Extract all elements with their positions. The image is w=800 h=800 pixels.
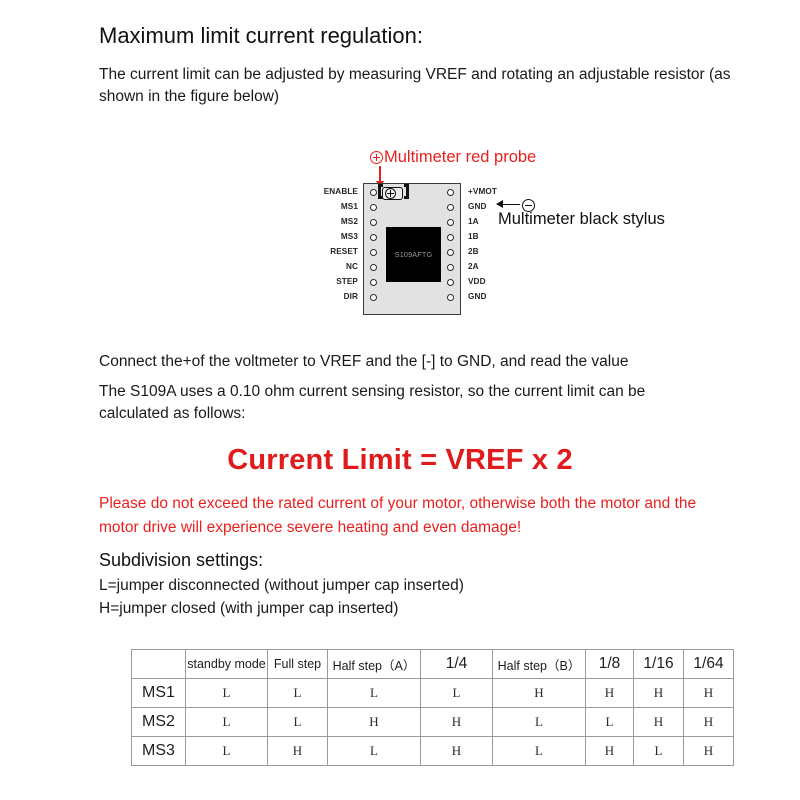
pin-label-right-4: 2B xyxy=(468,247,479,256)
cell-ms1-6: H xyxy=(633,678,684,708)
pin-hole-right-5 xyxy=(447,264,454,271)
pin-label-right-2: 1A xyxy=(468,217,479,226)
subdivision-table: standby mode Full step Half step（A） 1/4 … xyxy=(131,649,734,766)
cell-ms3-6: L xyxy=(633,736,684,766)
warning-text: Please do not exceed the rated current o… xyxy=(99,495,697,536)
current-limit-formula: Current Limit = VREF x 2 xyxy=(227,444,573,476)
table-header-sixtyfourth: 1/64 xyxy=(683,649,734,679)
pin-label-right-1: GND xyxy=(468,202,487,211)
pin-hole-right-4 xyxy=(447,249,454,256)
red-probe-arrow-shaft xyxy=(379,166,381,184)
pin-label-left-0: ENABLE xyxy=(323,187,358,196)
intro-paragraph: The current limit can be adjusted by mea… xyxy=(99,66,731,105)
pin-label-right-6: VDD xyxy=(468,277,486,286)
cell-ms1-3: L xyxy=(420,678,493,708)
cell-ms2-7: H xyxy=(683,707,734,737)
pin-label-right-3: 1B xyxy=(468,232,479,241)
black-stylus-label: Multimeter black stylus xyxy=(498,210,665,228)
pin-hole-left-1 xyxy=(370,204,377,211)
cell-ms2-6: H xyxy=(633,707,684,737)
page-title: Maximum limit current regulation: xyxy=(99,23,423,48)
cell-ms3-5: H xyxy=(585,736,634,766)
pin-label-left-3: MS3 xyxy=(340,232,358,241)
table-header-half-step-b: Half step（B） xyxy=(492,649,586,679)
pin-hole-right-2 xyxy=(447,219,454,226)
pin-label-right-7: GND xyxy=(468,292,487,301)
pin-label-left-2: MS2 xyxy=(340,217,358,226)
cell-ms1-0: L xyxy=(185,678,268,708)
table-header-row: standby mode Full step Half step（A） 1/4 … xyxy=(131,649,734,679)
cell-ms3-4: L xyxy=(492,736,586,766)
red-probe-label: Multimeter red probe xyxy=(384,148,537,166)
row-label-ms2: MS2 xyxy=(131,707,186,737)
table-header-sixteenth: 1/16 xyxy=(633,649,684,679)
table-row: MS1 L L L L H H H H xyxy=(131,678,734,708)
pin-hole-left-3 xyxy=(370,234,377,241)
pin-hole-left-4 xyxy=(370,249,377,256)
row-label-ms1: MS1 xyxy=(131,678,186,708)
black-stylus-arrow xyxy=(496,200,520,209)
pin-hole-right-7 xyxy=(447,294,454,301)
sense-resistor-paragraph: The S109A uses a 0.10 ohm current sensin… xyxy=(99,383,646,422)
cell-ms2-3: H xyxy=(420,707,493,737)
connect-paragraph: Connect the+of the voltmeter to VREF and… xyxy=(99,353,629,370)
pin-label-left-4: RESET xyxy=(330,247,358,256)
driver-board-figure: Multimeter red probe ENABLE MS1 MS2 MS3 … xyxy=(290,148,710,323)
cell-ms1-2: L xyxy=(327,678,421,708)
pin-hole-right-6 xyxy=(447,279,454,286)
cell-ms2-0: L xyxy=(185,707,268,737)
cell-ms3-2: L xyxy=(327,736,421,766)
pin-label-left-7: DIR xyxy=(343,292,358,301)
cell-ms3-0: L xyxy=(185,736,268,766)
subdivision-legend: L=jumper disconnected (without jumper ca… xyxy=(99,574,464,620)
table-header-half-step-a: Half step（A） xyxy=(327,649,421,679)
circled-minus-icon xyxy=(522,199,535,212)
cell-ms1-5: H xyxy=(585,678,634,708)
subdivision-title: Subdivision settings: xyxy=(99,550,264,570)
row-label-ms3: MS3 xyxy=(131,736,186,766)
pin-hole-left-7 xyxy=(370,294,377,301)
pin-hole-left-0 xyxy=(370,189,377,196)
circled-plus-icon xyxy=(370,151,383,164)
pin-hole-right-0 xyxy=(447,189,454,196)
cell-ms1-7: H xyxy=(683,678,734,708)
pin-hole-left-5 xyxy=(370,264,377,271)
pin-label-left-5: NC xyxy=(345,262,358,271)
cell-ms2-1: L xyxy=(267,707,328,737)
vref-bracket-right xyxy=(404,184,409,199)
driver-chip: S109AFTG xyxy=(386,227,441,282)
vref-bracket-left xyxy=(378,184,383,199)
cell-ms3-3: H xyxy=(420,736,493,766)
pin-hole-left-6 xyxy=(370,279,377,286)
cell-ms3-7: H xyxy=(683,736,734,766)
table-row: MS3 L H L H L H L H xyxy=(131,736,734,766)
cell-ms1-4: H xyxy=(492,678,586,708)
stepper-driver-board: S109AFTG xyxy=(363,183,461,315)
cell-ms2-4: L xyxy=(492,707,586,737)
pin-label-left-6: STEP xyxy=(336,277,358,286)
table-header-full-step: Full step xyxy=(267,649,328,679)
table-header-standby-mode: standby mode xyxy=(185,649,268,679)
pin-hole-right-1 xyxy=(447,204,454,211)
cell-ms2-2: H xyxy=(327,707,421,737)
cell-ms1-1: L xyxy=(267,678,328,708)
cell-ms3-1: H xyxy=(267,736,328,766)
pin-label-left-1: MS1 xyxy=(340,202,358,211)
pin-hole-left-2 xyxy=(370,219,377,226)
pin-label-right-0: +VMOT xyxy=(468,187,497,196)
table-header-eighth: 1/8 xyxy=(585,649,634,679)
table-row: MS2 L L H H L L H H xyxy=(131,707,734,737)
legend-high: H=jumper closed (with jumper cap inserte… xyxy=(99,600,399,617)
cell-ms2-5: L xyxy=(585,707,634,737)
table-header-quarter: 1/4 xyxy=(420,649,493,679)
red-probe-annotation: Multimeter red probe xyxy=(370,148,536,167)
vref-test-point-icon xyxy=(385,188,396,199)
table-corner-cell xyxy=(131,649,186,679)
pin-label-right-5: 2A xyxy=(468,262,479,271)
legend-low: L=jumper disconnected (without jumper ca… xyxy=(99,577,464,594)
pin-hole-right-3 xyxy=(447,234,454,241)
